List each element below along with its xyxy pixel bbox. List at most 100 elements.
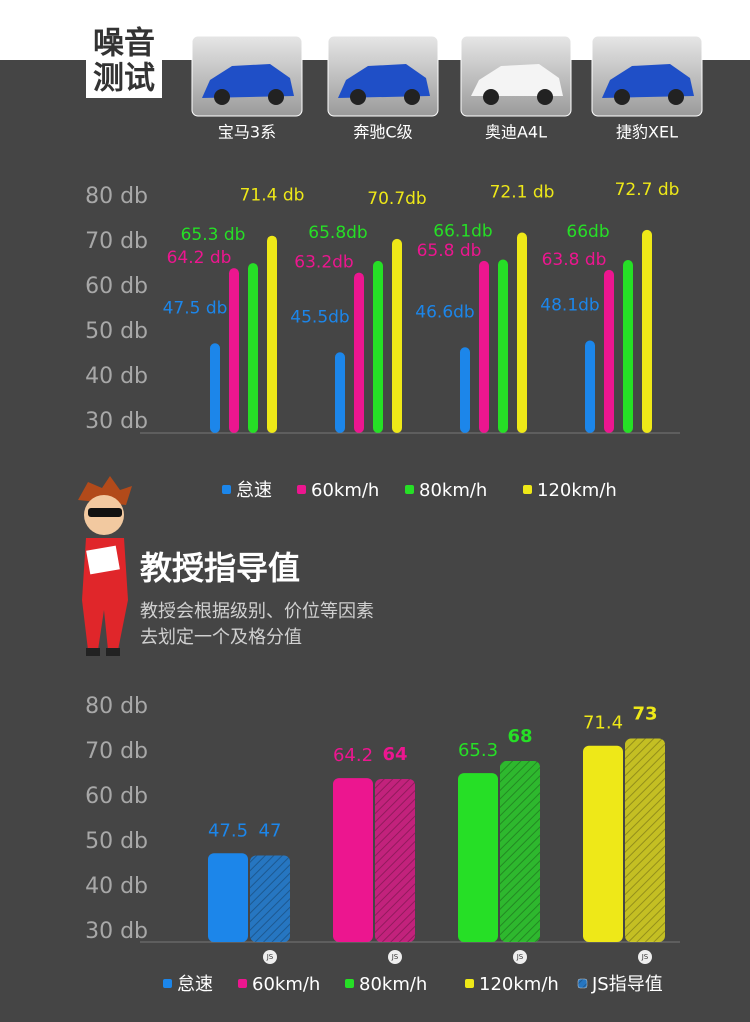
bar bbox=[460, 347, 470, 433]
title-box bbox=[86, 26, 162, 98]
legend-label: 120km/h bbox=[537, 480, 617, 501]
header-title: 噪音 bbox=[93, 26, 155, 62]
legend-swatch bbox=[405, 485, 414, 494]
guide-bar bbox=[500, 761, 540, 942]
y-tick-label: 70 db bbox=[85, 229, 148, 254]
value-label: 47.5 bbox=[208, 820, 248, 841]
y-tick-label: 30 db bbox=[85, 409, 148, 434]
car-wheel bbox=[214, 89, 230, 105]
y-tick-label: 50 db bbox=[85, 829, 148, 854]
legend-swatch bbox=[163, 979, 172, 988]
bar bbox=[248, 263, 258, 433]
y-tick-label: 30 db bbox=[85, 919, 148, 944]
car-wheel bbox=[350, 89, 366, 105]
y-tick-label: 80 db bbox=[85, 184, 148, 209]
badge bbox=[513, 950, 527, 964]
bar bbox=[392, 238, 402, 433]
badge bbox=[638, 950, 652, 964]
car-body bbox=[471, 64, 563, 96]
value-label: 65.8 db bbox=[417, 241, 482, 261]
car-label: 奔驰C级 bbox=[353, 123, 412, 142]
value-label: 48.1db bbox=[540, 296, 599, 316]
value-label: 63.2db bbox=[294, 253, 353, 273]
guide-bar bbox=[375, 779, 415, 942]
section-description: 去划定一个及格分值 bbox=[140, 627, 302, 648]
y-tick-label: 40 db bbox=[85, 874, 148, 899]
value-label: 47 bbox=[259, 821, 282, 842]
legend-label: JS指导值 bbox=[591, 974, 663, 995]
y-tick-label: 40 db bbox=[85, 364, 148, 389]
bar bbox=[229, 268, 239, 433]
guide-bar bbox=[250, 855, 290, 942]
y-tick-label: 60 db bbox=[85, 784, 148, 809]
badge bbox=[388, 950, 402, 964]
bar bbox=[585, 340, 595, 433]
value-label: 47.5 db bbox=[163, 298, 228, 318]
value-label: 65.3 bbox=[458, 740, 498, 761]
car-wheel bbox=[404, 89, 420, 105]
bar bbox=[623, 260, 633, 433]
car-body bbox=[202, 64, 294, 98]
y-tick-label: 60 db bbox=[85, 274, 148, 299]
legend-label: 60km/h bbox=[252, 974, 320, 995]
value-label: 46.6db bbox=[415, 302, 474, 322]
mascot bbox=[78, 476, 132, 656]
car-wheel bbox=[537, 89, 553, 105]
value-label: 65.3 db bbox=[181, 225, 246, 245]
bar bbox=[333, 778, 373, 942]
bar bbox=[642, 229, 652, 433]
bar bbox=[583, 745, 623, 942]
value-label: 70.7db bbox=[367, 189, 426, 209]
bar bbox=[479, 260, 489, 433]
value-label: 66.1db bbox=[433, 222, 492, 242]
value-label: 72.7 db bbox=[615, 180, 680, 200]
legend-swatch bbox=[345, 979, 354, 988]
value-label: 71.4 bbox=[583, 713, 623, 734]
guide-bar bbox=[625, 738, 665, 942]
section-description: 教授会根据级别、价位等因素 bbox=[140, 601, 374, 622]
badge-label: JS bbox=[516, 953, 524, 961]
bar bbox=[604, 269, 614, 433]
legend-swatch bbox=[238, 979, 247, 988]
header-title: 测试 bbox=[93, 61, 155, 97]
legend-label: 60km/h bbox=[311, 480, 379, 501]
legend-swatch bbox=[577, 978, 588, 989]
car-label: 奥迪A4L bbox=[485, 123, 547, 142]
badge-label: JS bbox=[266, 953, 274, 961]
value-label: 71.4 db bbox=[240, 186, 305, 206]
value-label: 45.5db bbox=[290, 307, 349, 327]
value-label: 73 bbox=[632, 704, 657, 725]
value-label: 64.2 db bbox=[167, 248, 232, 268]
car-label: 捷豹XEL bbox=[616, 123, 678, 142]
badge-label: JS bbox=[391, 953, 399, 961]
value-label: 65.8db bbox=[308, 223, 367, 243]
car-body bbox=[602, 64, 694, 98]
legend-label: 怠速 bbox=[177, 974, 213, 995]
bar bbox=[210, 343, 220, 433]
legend-swatch bbox=[222, 485, 231, 494]
bar bbox=[373, 260, 383, 433]
legend-swatch bbox=[523, 485, 532, 494]
y-tick-label: 80 db bbox=[85, 694, 148, 719]
value-label: 64 bbox=[382, 744, 407, 765]
car-wheel bbox=[614, 89, 630, 105]
value-label: 66db bbox=[566, 222, 609, 242]
value-label: 72.1 db bbox=[490, 183, 555, 203]
legend-label: 80km/h bbox=[359, 974, 427, 995]
badge bbox=[263, 950, 277, 964]
car-body bbox=[338, 64, 430, 98]
legend-label: 80km/h bbox=[419, 480, 487, 501]
bar bbox=[208, 853, 248, 942]
y-tick-label: 70 db bbox=[85, 739, 148, 764]
car-label: 宝马3系 bbox=[218, 123, 276, 142]
bar bbox=[267, 235, 277, 433]
car-wheel bbox=[668, 89, 684, 105]
bar bbox=[335, 352, 345, 433]
bar bbox=[517, 232, 527, 433]
bar bbox=[354, 272, 364, 433]
value-label: 68 bbox=[507, 726, 532, 747]
legend-swatch bbox=[297, 485, 306, 494]
car-wheel bbox=[268, 89, 284, 105]
